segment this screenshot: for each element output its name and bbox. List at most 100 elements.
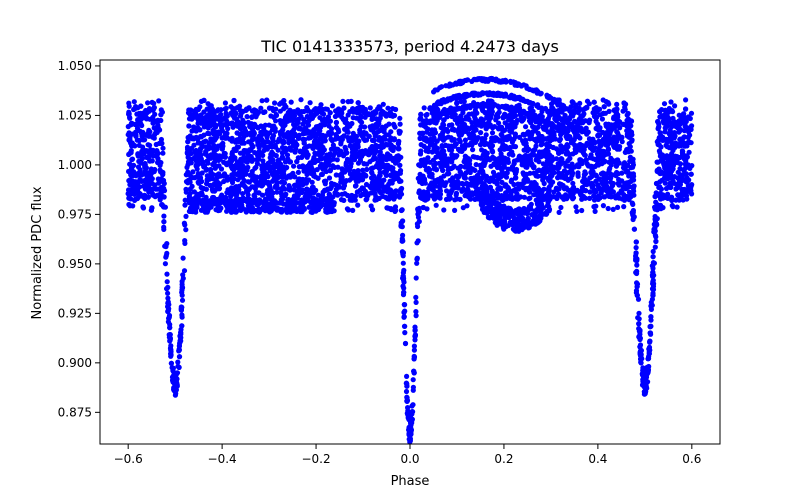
flux-point	[234, 130, 240, 136]
flux-point	[487, 157, 493, 163]
flux-point	[301, 117, 307, 123]
flux-point	[291, 163, 297, 169]
flux-point	[266, 122, 272, 128]
flux-point	[270, 133, 277, 139]
flux-point	[443, 142, 449, 148]
flux-point	[250, 176, 256, 183]
flux-point	[344, 129, 350, 135]
flux-point	[132, 106, 138, 112]
flux-point	[283, 159, 289, 165]
flux-point	[614, 101, 620, 107]
flux-point	[335, 192, 341, 198]
flux-point	[190, 169, 196, 175]
flux-point	[189, 183, 195, 189]
flux-point	[650, 273, 656, 279]
flux-point	[299, 154, 305, 160]
flux-point	[150, 147, 156, 153]
flux-point	[397, 121, 403, 127]
flux-point	[624, 182, 631, 188]
flux-point	[416, 162, 422, 168]
flux-point	[452, 207, 458, 213]
flux-point	[401, 302, 407, 308]
flux-point	[391, 137, 397, 143]
flux-point	[336, 106, 342, 112]
flux-point	[336, 152, 342, 158]
flux-point	[547, 177, 553, 183]
flux-point	[350, 115, 356, 121]
flux-point	[195, 149, 201, 155]
flux-point	[463, 188, 469, 194]
flux-point	[182, 222, 188, 228]
flux-point	[184, 144, 191, 150]
flux-point	[634, 284, 640, 290]
flux-point	[669, 108, 675, 114]
flux-point	[165, 295, 171, 301]
flux-point	[594, 109, 600, 115]
flux-point	[461, 98, 467, 105]
flux-point	[415, 238, 421, 244]
flux-point	[307, 100, 313, 106]
flux-point	[164, 271, 170, 277]
flux-point	[420, 204, 426, 211]
flux-point	[414, 260, 420, 266]
flux-point	[208, 121, 214, 127]
flux-point	[401, 289, 407, 295]
flux-point	[585, 129, 591, 135]
flux-point	[291, 121, 297, 128]
flux-point	[573, 147, 579, 153]
flux-point	[306, 177, 312, 183]
flux-point	[447, 195, 453, 201]
flux-point	[362, 114, 368, 120]
flux-point	[335, 135, 341, 141]
flux-point	[466, 116, 472, 122]
flux-point	[241, 166, 248, 172]
flux-point	[362, 124, 368, 130]
flux-point	[517, 134, 523, 140]
flux-point	[176, 364, 182, 370]
flux-point	[478, 155, 484, 161]
flux-point	[633, 245, 639, 251]
flux-point	[670, 147, 676, 153]
flux-point	[362, 191, 369, 198]
flux-point	[426, 185, 432, 191]
flux-point	[444, 188, 450, 194]
flux-point	[228, 193, 234, 199]
flux-point	[649, 296, 656, 302]
flux-point	[660, 205, 666, 211]
flux-point	[301, 145, 308, 151]
flux-point	[334, 157, 340, 163]
flux-point	[143, 185, 150, 191]
flux-point	[445, 134, 451, 140]
flux-point	[342, 144, 348, 150]
flux-point	[477, 162, 483, 168]
flux-point	[211, 162, 217, 168]
flux-point	[392, 124, 398, 130]
flux-point	[350, 207, 356, 213]
flux-point	[378, 112, 384, 118]
flux-point	[666, 115, 672, 121]
flux-point	[209, 186, 215, 192]
flux-point	[615, 112, 621, 118]
flux-point	[581, 172, 588, 178]
flux-point	[359, 148, 365, 154]
flux-point	[565, 176, 571, 183]
flux-point	[558, 204, 564, 211]
flux-point	[421, 118, 427, 124]
flux-point	[421, 105, 427, 111]
flux-point	[402, 323, 408, 329]
flux-point	[628, 123, 634, 129]
flux-point	[463, 170, 469, 176]
flux-point	[198, 120, 204, 126]
flux-point	[240, 191, 246, 197]
flux-point	[526, 185, 533, 191]
flux-point	[388, 129, 394, 135]
flux-point	[678, 127, 684, 133]
flux-point	[369, 170, 375, 176]
flux-point	[413, 313, 419, 319]
plot-area	[125, 75, 695, 445]
flux-point	[345, 99, 351, 105]
flux-point	[521, 171, 527, 178]
flux-point	[352, 183, 359, 189]
flux-point	[136, 137, 142, 144]
flux-point	[621, 162, 627, 168]
